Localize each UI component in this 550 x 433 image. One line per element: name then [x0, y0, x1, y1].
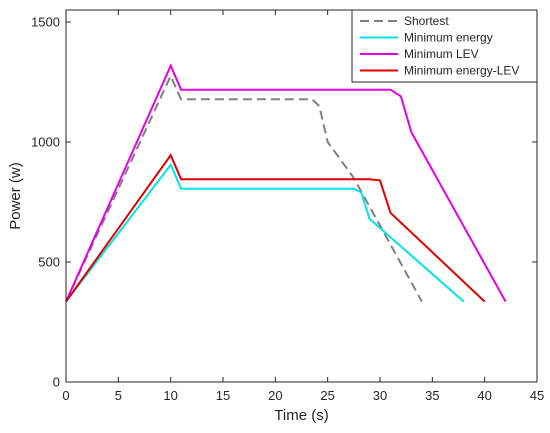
axes-frame [65, 9, 538, 383]
x-tick-label: 5 [115, 388, 122, 403]
legend-label-0: Shortest [404, 14, 449, 28]
x-tick-label: 25 [320, 388, 334, 403]
x-tick-label: 0 [62, 388, 69, 403]
x-tick-label: 45 [530, 388, 544, 403]
y-axis-label: Power (w) [7, 162, 24, 230]
x-tick-label: 20 [268, 388, 282, 403]
x-tick-label: 15 [216, 388, 230, 403]
y-tick-label: 0 [53, 375, 60, 390]
y-tick-label: 500 [38, 255, 60, 270]
y-tick-label: 1000 [31, 135, 60, 150]
series-line-0 [65, 73, 423, 303]
x-tick-label: 10 [163, 388, 177, 403]
x-tick-label: 30 [373, 388, 387, 403]
legend: Shortest Minimum energy Minimum LEV Minimum… [351, 9, 538, 83]
legend-label-1: Minimum energy [404, 31, 493, 45]
series-line-3 [65, 153, 486, 303]
legend-label-3: Minimum energy-LEV [404, 64, 519, 78]
legend-label-2: Minimum LEV [404, 47, 479, 61]
series-line-1 [65, 162, 465, 303]
x-tick-label: 35 [425, 388, 439, 403]
x-tick-label: 40 [477, 388, 491, 403]
plot-area [65, 63, 507, 303]
y-tick-label: 1500 [31, 15, 60, 30]
series-line-2 [65, 63, 507, 303]
x-axis-label: Time (s) [274, 407, 328, 424]
